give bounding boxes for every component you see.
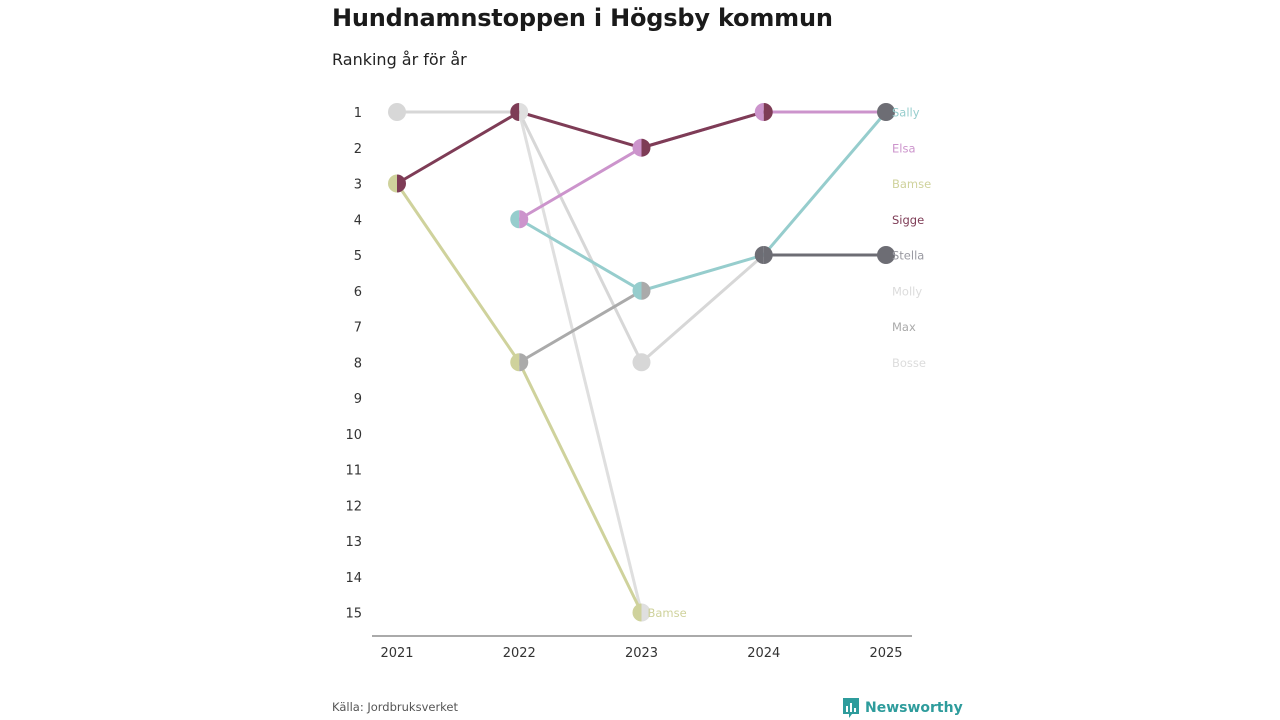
y-tick-label: 1 [354,106,362,121]
rank-marker-left-half [510,210,520,229]
rank-marker-left-half [632,281,642,300]
series-line-sally [517,110,888,293]
rank-marker [754,246,773,264]
y-tick-label: 11 [345,464,362,479]
rank-marker [388,103,406,121]
series-line-max [517,289,643,364]
rank-marker [388,174,406,193]
y-tick-label: 3 [354,178,362,193]
brand-logo: Newsworthy [842,697,963,719]
y-tick-label: 4 [354,213,362,228]
y-tick-label: 5 [354,249,362,264]
y-tick-label: 13 [345,535,362,550]
rank-marker-right-half [397,174,406,193]
series-line-bosse [517,110,643,614]
rank-marker-right-half [641,353,651,372]
rank-marker-right-half [763,103,773,121]
rank-marker-left-half [877,246,886,264]
rank-marker [632,603,651,622]
y-tick-label: 12 [345,499,362,514]
rank-marker-right-half [519,210,529,229]
x-axis: 2021 2022 2023 2024 2025 [372,635,912,661]
rank-marker-right-half [641,138,651,157]
rank-marker-right-half [763,246,773,264]
rank-marker-left-half [632,353,642,372]
x-tick-label: 2024 [747,646,780,661]
legend-label-sally: Sally [892,106,920,120]
rank-marker-right-half [519,353,529,372]
legend: Sally Elsa Bamse Sigge Stella Molly Max Bosse [892,106,931,370]
rank-marker-left-half [388,103,397,121]
x-tick-label: 2023 [625,646,658,661]
rank-marker [632,281,651,300]
rank-marker-right-half [886,246,895,264]
annotation-label: Bamse [648,606,687,620]
source-note: Källa: Jordbruksverket [332,700,459,714]
rank-marker-left-half [632,603,642,622]
legend-label-molly: Molly [892,284,922,298]
y-tick-label: 15 [345,607,362,622]
legend-label-max: Max [892,320,916,334]
rank-marker-left-half [754,103,764,121]
rank-marker [510,210,529,229]
y-tick-label: 7 [354,321,362,336]
x-tick-label: 2025 [869,646,902,661]
rank-marker-right-half [397,103,406,121]
rank-marker-left-half [510,103,520,121]
rank-marker-left-half [754,246,764,264]
brand-name: Newsworthy [865,700,963,716]
legend-label-sigge: Sigge [892,213,924,227]
series-line-bamse [395,182,643,614]
y-tick-label: 2 [354,142,362,157]
rank-marker-left-half [510,353,520,372]
rank-marker [632,138,651,157]
legend-label-bamse: Bamse [892,177,931,191]
y-tick-label: 9 [354,392,362,407]
rank-marker-right-half [519,103,529,121]
legend-label-elsa: Elsa [892,141,916,155]
rank-marker-left-half [388,174,397,193]
series-line-sigge [395,110,766,185]
rank-marker [754,103,773,121]
rank-marker-right-half [641,281,651,300]
rank-marker-left-half [877,103,886,121]
x-tick-label: 2021 [380,646,413,661]
rank-marker-right-half [886,103,895,121]
newsworthy-logo-icon [843,698,859,718]
rank-marker [632,353,651,372]
y-tick-label: 14 [345,571,362,586]
y-tick-label: 10 [345,428,362,443]
rank-marker [510,353,529,372]
chart-subtitle: Ranking år för år [332,50,467,69]
x-tick-label: 2022 [503,646,536,661]
legend-label-stella: Stella [892,249,924,263]
rank-marker [877,103,895,121]
rank-marker [510,103,529,121]
y-tick-label: 8 [354,356,362,371]
rank-marker [877,246,895,264]
rank-markers [388,103,895,622]
annotations: Bamse [648,606,687,620]
chart-title: Hundnamnstoppen i Högsby kommun [332,4,833,32]
rank-marker-right-half [641,603,651,622]
y-tick-label: 6 [354,285,362,300]
legend-label-bosse: Bosse [892,356,926,370]
rank-marker-left-half [632,138,642,157]
